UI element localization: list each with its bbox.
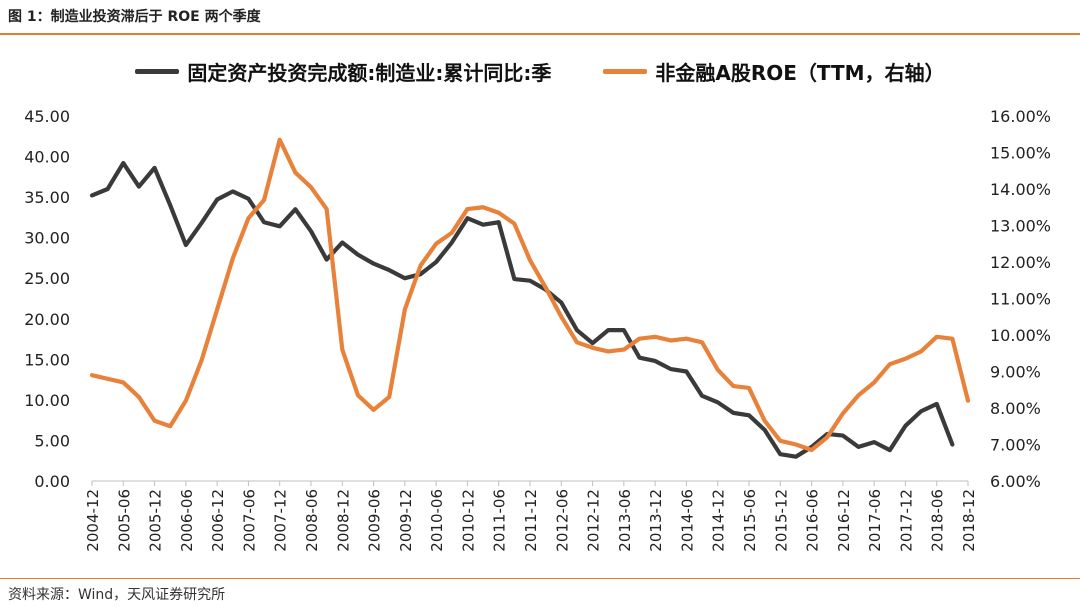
x-tick-label: 2011-12 [522,489,540,552]
y-left-tick-label: 0.00 [34,472,70,491]
y-left-tick-label: 10.00 [24,391,70,410]
x-tick-label: 2005-06 [115,489,133,552]
x-tick-label: 2015-12 [772,489,790,552]
x-tick-label: 2015-06 [741,489,759,552]
x-tick-label: 2006-12 [209,489,227,552]
x-tick-label: 2008-06 [303,489,321,552]
chart-legend: 固定资产投资完成额:制造业:累计同比:季 非金融A股ROE（TTM，右轴） [0,57,1080,86]
y-right-tick-label: 13.00% [990,217,1051,236]
x-tick-label: 2013-06 [616,489,634,552]
legend-item-invest: 固定资产投资完成额:制造业:累计同比:季 [135,57,551,86]
x-tick-label: 2017-12 [897,489,915,552]
y-right-tick-label: 12.00% [990,253,1051,272]
x-tick-label: 2009-06 [366,489,384,552]
x-tick-label: 2007-12 [272,489,290,552]
y-left-tick-label: 25.00 [24,269,70,288]
x-tick-label: 2014-12 [710,489,728,552]
legend-swatch-invest [135,69,180,74]
y-right-tick-label: 6.00% [990,472,1041,491]
x-tick-label: 2011-06 [491,489,509,552]
legend-item-roe: 非金融A股ROE（TTM，右轴） [603,57,945,86]
x-tick-label: 2012-06 [553,489,571,552]
x-tick-label: 2004-12 [84,489,102,552]
y-left-tick-label: 35.00 [24,188,70,207]
line-chart: 0.00 5.00 10.00 15.00 20.00 25.00 30.00 35.00 40… [24,107,1051,552]
series-line-roe [89,137,971,453]
x-tick-label: 2016-12 [835,489,853,552]
x-tick-label: 2013-12 [647,489,665,552]
x-tick-label: 2008-12 [334,489,352,552]
y-right-tick-label: 11.00% [990,290,1051,309]
y-left-tick-label: 15.00 [24,350,70,369]
x-tick-label: 2010-06 [428,489,446,552]
legend-swatch-roe [603,69,648,74]
series-line-invest [89,160,955,459]
x-tick-label: 2012-12 [585,489,603,552]
y-left-tick-label: 40.00 [24,148,70,167]
y-left-tick-label: 5.00 [34,431,70,450]
x-tick-label: 2006-06 [178,489,196,552]
x-tick-label: 2005-12 [147,489,165,552]
x-tick-label: 2018-06 [929,489,947,552]
y-left-tick-label: 30.00 [24,229,70,248]
top-rule [0,33,1080,35]
y-right-tick-label: 14.00% [990,180,1051,199]
x-tick-label: 2017-06 [866,489,884,552]
x-tick-label: 2014-06 [678,489,696,552]
figure-title: 图 1：制造业投资滞后于 ROE 两个季度 [8,9,261,25]
bottom-rule [0,578,1080,579]
legend-label-roe: 非金融A股ROE（TTM，右轴） [655,61,945,85]
x-tick-label: 2007-06 [240,489,258,552]
source-note: 资料来源：Wind，天风证券研究所 [8,587,226,603]
x-tick-label: 2010-12 [459,489,477,552]
y-left-tick-label: 45.00 [24,107,70,126]
y-right-tick-label: 15.00% [990,144,1051,163]
x-tick-label: 2009-12 [397,489,415,552]
legend-label-invest: 固定资产投资完成额:制造业:累计同比:季 [187,61,552,85]
y-right-tick-label: 8.00% [990,399,1041,418]
y-left-tick-label: 20.00 [24,310,70,329]
y-right-tick-label: 16.00% [990,107,1051,126]
x-tick-label: 2018-12 [960,489,978,552]
y-right-tick-label: 10.00% [990,326,1051,345]
x-tick-label: 2016-06 [804,489,822,552]
y-right-tick-label: 9.00% [990,363,1041,382]
y-right-tick-label: 7.00% [990,436,1041,455]
